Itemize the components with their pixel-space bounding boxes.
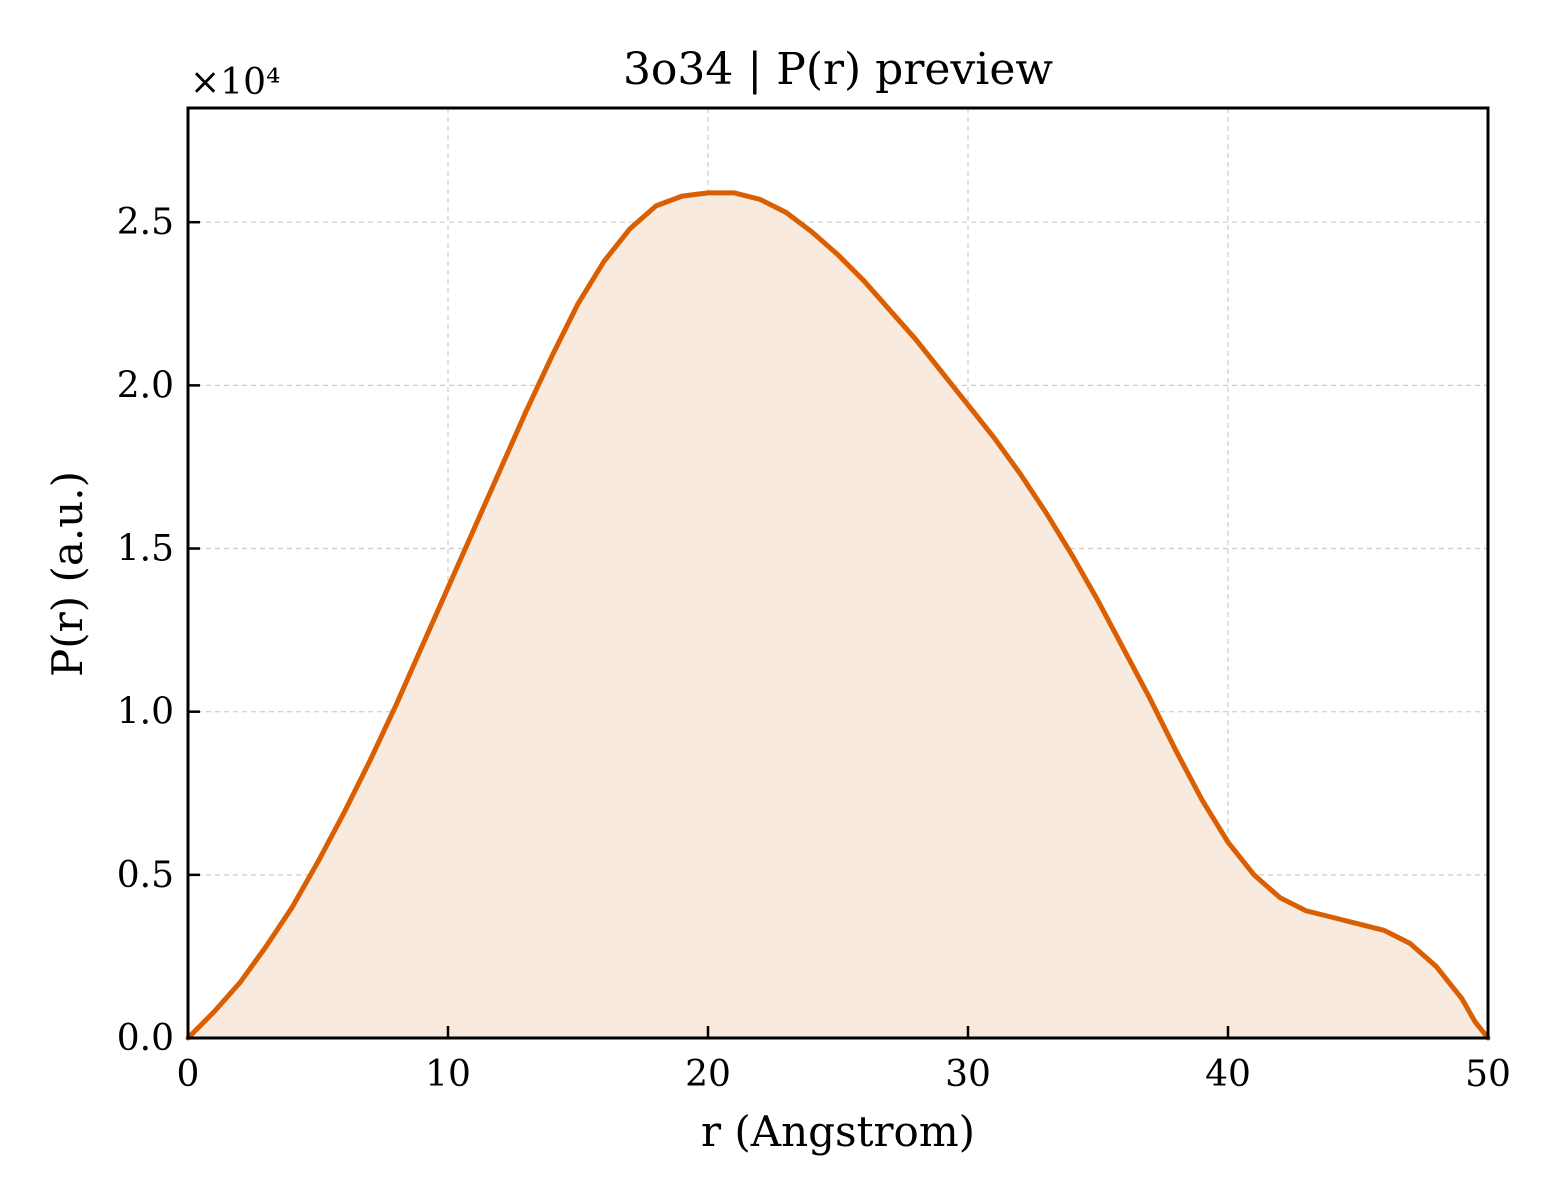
pr-line: [185, 190, 1491, 1041]
x-tick-label: 0: [177, 1054, 200, 1095]
pr-area-fill: [188, 192, 1488, 1039]
y-tick-label: 0.0: [117, 1018, 174, 1059]
y-multiplier-label: ×10⁴: [190, 62, 280, 103]
x-tick-label: 20: [685, 1054, 731, 1095]
line-layer: [185, 190, 1491, 1041]
y-tick-label: 0.5: [117, 855, 174, 896]
ticks: 0 10 20 30 40 50 0.0 0.5 1.0 1.5 2.0 2.5: [117, 202, 1511, 1095]
chart-title: 3o34 | P(r) preview: [623, 44, 1053, 95]
y-tick-label: 2.0: [117, 365, 174, 406]
area-layer: [188, 192, 1488, 1039]
x-tick-label: 30: [945, 1054, 991, 1095]
plot-frame: [186, 106, 1490, 1040]
y-axis-label: P(r) (a.u.): [43, 471, 92, 677]
y-tick-label: 2.5: [117, 202, 174, 243]
x-tick-label: 40: [1205, 1054, 1251, 1095]
x-axis-label: r (Angstrom): [701, 1107, 975, 1156]
y-tick-label: 1.5: [117, 529, 174, 570]
y-tick-label: 1.0: [117, 692, 174, 733]
x-tick-label: 50: [1465, 1054, 1511, 1095]
x-tick-label: 10: [425, 1054, 471, 1095]
